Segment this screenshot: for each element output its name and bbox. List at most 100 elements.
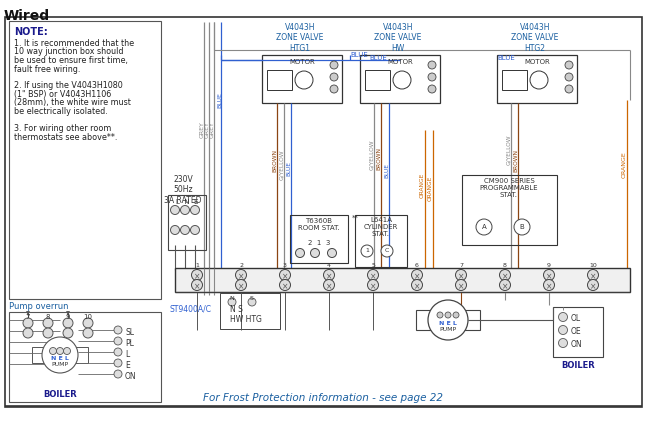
Text: V4043H
ZONE VALVE
HW: V4043H ZONE VALVE HW: [375, 23, 422, 53]
Text: 2: 2: [239, 263, 243, 268]
Circle shape: [171, 225, 179, 235]
Text: BOILER: BOILER: [561, 361, 595, 370]
Circle shape: [476, 219, 492, 235]
Circle shape: [330, 73, 338, 81]
Text: BROWN: BROWN: [272, 149, 277, 171]
Bar: [220, 293, 280, 329]
Text: CM900 SERIES
PROGRAMMABLE
STAT.: CM900 SERIES PROGRAMMABLE STAT.: [479, 178, 538, 198]
Circle shape: [295, 71, 313, 89]
Text: thermostats see above**.: thermostats see above**.: [14, 133, 117, 141]
Circle shape: [181, 225, 190, 235]
Text: 2. If using the V4043H1080: 2. If using the V4043H1080: [14, 81, 123, 90]
Text: fault free wiring.: fault free wiring.: [14, 65, 80, 73]
Text: ×: ×: [414, 272, 420, 281]
Text: G/YELLOW: G/YELLOW: [506, 135, 511, 165]
Text: ×: ×: [590, 272, 596, 281]
Text: A: A: [481, 224, 487, 230]
Circle shape: [324, 279, 334, 290]
Circle shape: [565, 61, 573, 69]
Text: 1: 1: [365, 248, 369, 253]
Text: 7: 7: [459, 263, 463, 268]
Circle shape: [63, 328, 73, 338]
Text: 230V
50Hz
3A RATED: 230V 50Hz 3A RATED: [164, 175, 202, 205]
Text: T6360B
ROOM STAT.: T6360B ROOM STAT.: [298, 218, 340, 231]
Circle shape: [190, 225, 199, 235]
Circle shape: [499, 279, 510, 290]
Circle shape: [114, 359, 122, 367]
Text: ×: ×: [282, 282, 288, 291]
Circle shape: [428, 300, 468, 340]
Circle shape: [453, 312, 459, 318]
Circle shape: [367, 279, 378, 290]
Text: ON: ON: [125, 372, 137, 381]
Text: N E L: N E L: [439, 321, 457, 326]
Text: 9: 9: [547, 263, 551, 268]
Circle shape: [324, 270, 334, 281]
Text: V4043H
ZONE VALVE
HTG1: V4043H ZONE VALVE HTG1: [276, 23, 324, 53]
Text: Pump overrun: Pump overrun: [9, 302, 69, 311]
Circle shape: [543, 279, 554, 290]
Text: 5: 5: [371, 263, 375, 268]
Circle shape: [558, 313, 567, 322]
Bar: [416, 310, 480, 330]
Circle shape: [411, 279, 422, 290]
Text: MOTOR: MOTOR: [387, 59, 413, 65]
Circle shape: [565, 73, 573, 81]
Circle shape: [499, 270, 510, 281]
Circle shape: [361, 245, 373, 257]
Text: BLUE: BLUE: [497, 55, 515, 61]
Text: ×: ×: [326, 272, 332, 281]
Circle shape: [63, 318, 73, 328]
Text: ST9400A/C: ST9400A/C: [170, 305, 212, 314]
Circle shape: [330, 61, 338, 69]
Text: BROWN: BROWN: [513, 149, 518, 171]
Bar: [502, 70, 527, 90]
Text: SL: SL: [125, 328, 134, 337]
Text: ×: ×: [370, 272, 376, 281]
Circle shape: [171, 206, 179, 214]
Text: BLUE: BLUE: [369, 55, 387, 61]
Text: BROWN: BROWN: [376, 146, 381, 170]
Circle shape: [192, 270, 203, 281]
Bar: [9, 312, 161, 402]
Text: BOILER: BOILER: [43, 390, 77, 399]
Circle shape: [83, 328, 93, 338]
Circle shape: [558, 338, 567, 347]
Text: MOTOR: MOTOR: [289, 59, 315, 65]
Text: ORANGE: ORANGE: [420, 172, 425, 197]
Bar: [9, 21, 161, 299]
Text: 1. It is recommended that the: 1. It is recommended that the: [14, 39, 134, 48]
Circle shape: [311, 249, 320, 257]
Text: 1: 1: [195, 263, 199, 268]
Text: ×: ×: [546, 282, 552, 291]
Text: Wired: Wired: [4, 9, 50, 23]
Text: 4: 4: [327, 263, 331, 268]
Text: ×: ×: [546, 272, 552, 281]
Text: BLUE: BLUE: [384, 162, 389, 178]
Circle shape: [514, 219, 530, 235]
Text: PUMP: PUMP: [52, 362, 69, 367]
Bar: [168, 195, 206, 250]
Circle shape: [63, 347, 71, 354]
Text: ×: ×: [414, 282, 420, 291]
Circle shape: [558, 325, 567, 335]
Text: (1" BSP) or V4043H1106: (1" BSP) or V4043H1106: [14, 90, 111, 99]
Circle shape: [236, 270, 247, 281]
Text: 6: 6: [415, 263, 419, 268]
Circle shape: [587, 270, 598, 281]
Circle shape: [192, 279, 203, 290]
Text: ×: ×: [326, 282, 332, 291]
Circle shape: [411, 270, 422, 281]
Text: N S
HW HTG: N S HW HTG: [230, 305, 262, 325]
Circle shape: [367, 270, 378, 281]
Text: 10: 10: [589, 263, 597, 268]
Text: E: E: [125, 361, 130, 370]
Circle shape: [437, 312, 443, 318]
Text: NOTE:: NOTE:: [14, 27, 48, 37]
Bar: [355, 215, 407, 267]
Text: MOTOR: MOTOR: [524, 59, 550, 65]
Text: ×: ×: [502, 272, 508, 281]
Circle shape: [190, 206, 199, 214]
Text: PL: PL: [125, 339, 134, 348]
Circle shape: [114, 326, 122, 334]
